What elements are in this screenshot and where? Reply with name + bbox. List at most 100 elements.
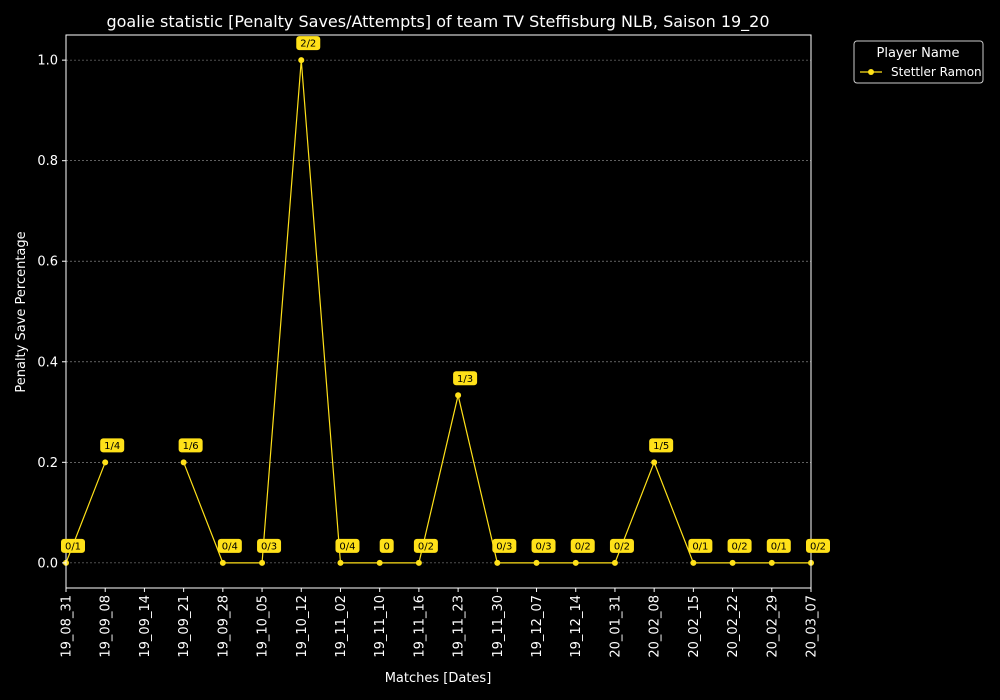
data-point bbox=[768, 559, 775, 566]
axes: 0.0 0.2 0.4 0.6 0.8 1.0 19_08_31 19_09_08 19_09_… bbox=[37, 54, 819, 658]
x-tick-label: 19_08_31 bbox=[60, 595, 75, 658]
data-label-text: 0/4 bbox=[339, 541, 355, 552]
data-label: 0/4 bbox=[217, 538, 242, 553]
data-label-text: 0/3 bbox=[535, 541, 551, 552]
x-tick-label: 19_11_10 bbox=[373, 595, 388, 658]
data-label-text: 1/5 bbox=[653, 441, 669, 452]
x-tick-label: 19_11_23 bbox=[452, 595, 467, 658]
x-tick-label: 20_01_31 bbox=[608, 595, 623, 658]
data-label: 0/3 bbox=[492, 538, 517, 553]
y-tick-label: 0.8 bbox=[37, 154, 58, 169]
data-label-box bbox=[413, 538, 438, 553]
data-label-box bbox=[688, 538, 713, 553]
data-label-box bbox=[492, 538, 517, 553]
data-label: 0/1 bbox=[61, 538, 85, 553]
data-label-text: 0/3 bbox=[261, 541, 277, 552]
data-label-box bbox=[100, 438, 125, 453]
data-label: 0/1 bbox=[766, 538, 791, 553]
data-label: 0/4 bbox=[335, 538, 360, 553]
data-label-box bbox=[609, 538, 634, 553]
x-tick-label: 20_03_07 bbox=[805, 595, 820, 658]
data-label-box bbox=[570, 538, 595, 553]
data-point bbox=[572, 559, 579, 566]
data-point bbox=[415, 559, 422, 566]
y-tick-label: 0.6 bbox=[37, 255, 58, 270]
data-point bbox=[298, 57, 305, 64]
data-label-text: 1/6 bbox=[183, 441, 199, 452]
data-label-text: 1/4 bbox=[104, 441, 120, 452]
x-tick-label: 19_11_30 bbox=[491, 595, 506, 658]
x-tick-label: 20_02_08 bbox=[648, 595, 663, 658]
data-label: 1/6 bbox=[178, 438, 203, 453]
data-point bbox=[690, 559, 697, 566]
y-tick-label: 1.0 bbox=[37, 54, 58, 69]
data-label-box bbox=[453, 371, 478, 386]
y-tick-label: 0.4 bbox=[37, 355, 58, 370]
data-label: 0/1 bbox=[688, 538, 713, 553]
data-label-box bbox=[61, 538, 85, 553]
data-point bbox=[494, 559, 501, 566]
series-line bbox=[183, 60, 811, 564]
data-label-box bbox=[806, 538, 830, 553]
data-label-box bbox=[649, 438, 674, 453]
legend-box bbox=[853, 40, 984, 84]
data-label: 0/3 bbox=[257, 538, 282, 553]
data-label: 0/2 bbox=[727, 538, 752, 553]
data-label: 0/3 bbox=[531, 538, 556, 553]
x-tick-label: 19_09_28 bbox=[216, 595, 231, 658]
x-tick-label: 19_09_14 bbox=[138, 595, 153, 658]
grid-lines bbox=[66, 59, 811, 564]
data-label: 0/2 bbox=[570, 538, 595, 553]
data-label: 0/2 bbox=[609, 538, 634, 553]
legend-point-marker bbox=[868, 69, 874, 75]
x-tick-label: 19_09_08 bbox=[99, 595, 114, 658]
data-point bbox=[180, 459, 187, 466]
data-label: 1/4 bbox=[100, 438, 125, 453]
data-label: 2/2 bbox=[296, 36, 321, 51]
chart-title: goalie statistic [Penalty Saves/Attempts… bbox=[106, 12, 769, 32]
x-axis-label: Matches [Dates] bbox=[385, 671, 492, 686]
data-label-text: 0/4 bbox=[222, 541, 238, 552]
series-layer bbox=[63, 57, 814, 566]
data-label-box bbox=[766, 538, 791, 553]
data-label-text: 1/3 bbox=[457, 374, 473, 385]
x-tick-label: 20_02_15 bbox=[687, 595, 702, 658]
data-label-text: 0/1 bbox=[771, 541, 787, 552]
x-tick-label: 19_12_07 bbox=[530, 595, 545, 658]
x-tick-label: 19_10_12 bbox=[295, 595, 310, 658]
data-label-text: 0 bbox=[383, 541, 389, 552]
data-label-text: 2/2 bbox=[300, 39, 316, 50]
data-label: 0 bbox=[379, 538, 394, 553]
plot-frame bbox=[65, 34, 812, 589]
data-label-box bbox=[727, 538, 752, 553]
data-label-text: 0/3 bbox=[496, 541, 512, 552]
data-point bbox=[337, 559, 344, 566]
data-label: 1/5 bbox=[649, 438, 674, 453]
x-tick-label: 19_09_21 bbox=[177, 595, 192, 658]
x-tick-label: 20_02_22 bbox=[726, 595, 741, 658]
data-point bbox=[455, 392, 462, 399]
data-label-box bbox=[296, 36, 321, 51]
data-point bbox=[102, 459, 109, 466]
data-label-text: 0/2 bbox=[732, 541, 748, 552]
data-label-box bbox=[531, 538, 556, 553]
data-label-text: 0/2 bbox=[810, 541, 826, 552]
data-label-text: 0/1 bbox=[65, 541, 81, 552]
y-tick-label: 0.2 bbox=[37, 456, 58, 471]
data-label-text: 0/2 bbox=[418, 541, 434, 552]
data-label-text: 0/2 bbox=[575, 541, 591, 552]
data-label-text: 0/2 bbox=[614, 541, 630, 552]
data-labels: 0/1 1/4 1/6 0/4 0/3 2/2 0/4 0 0/2 1/3 0/3 0/3 0/2 0/2… bbox=[61, 36, 830, 553]
data-label: 1/3 bbox=[453, 371, 478, 386]
data-label-box bbox=[178, 438, 203, 453]
legend: Player Name Stettler Ramon bbox=[853, 40, 984, 84]
y-axis-label: Penalty Save Percentage bbox=[14, 231, 29, 392]
y-tick-label: 0.0 bbox=[37, 556, 58, 571]
legend-title: Player Name bbox=[877, 46, 960, 61]
data-label-box bbox=[257, 538, 282, 553]
data-point bbox=[219, 559, 226, 566]
data-label-text: 0/1 bbox=[692, 541, 708, 552]
legend-item-label: Stettler Ramon bbox=[891, 65, 982, 79]
